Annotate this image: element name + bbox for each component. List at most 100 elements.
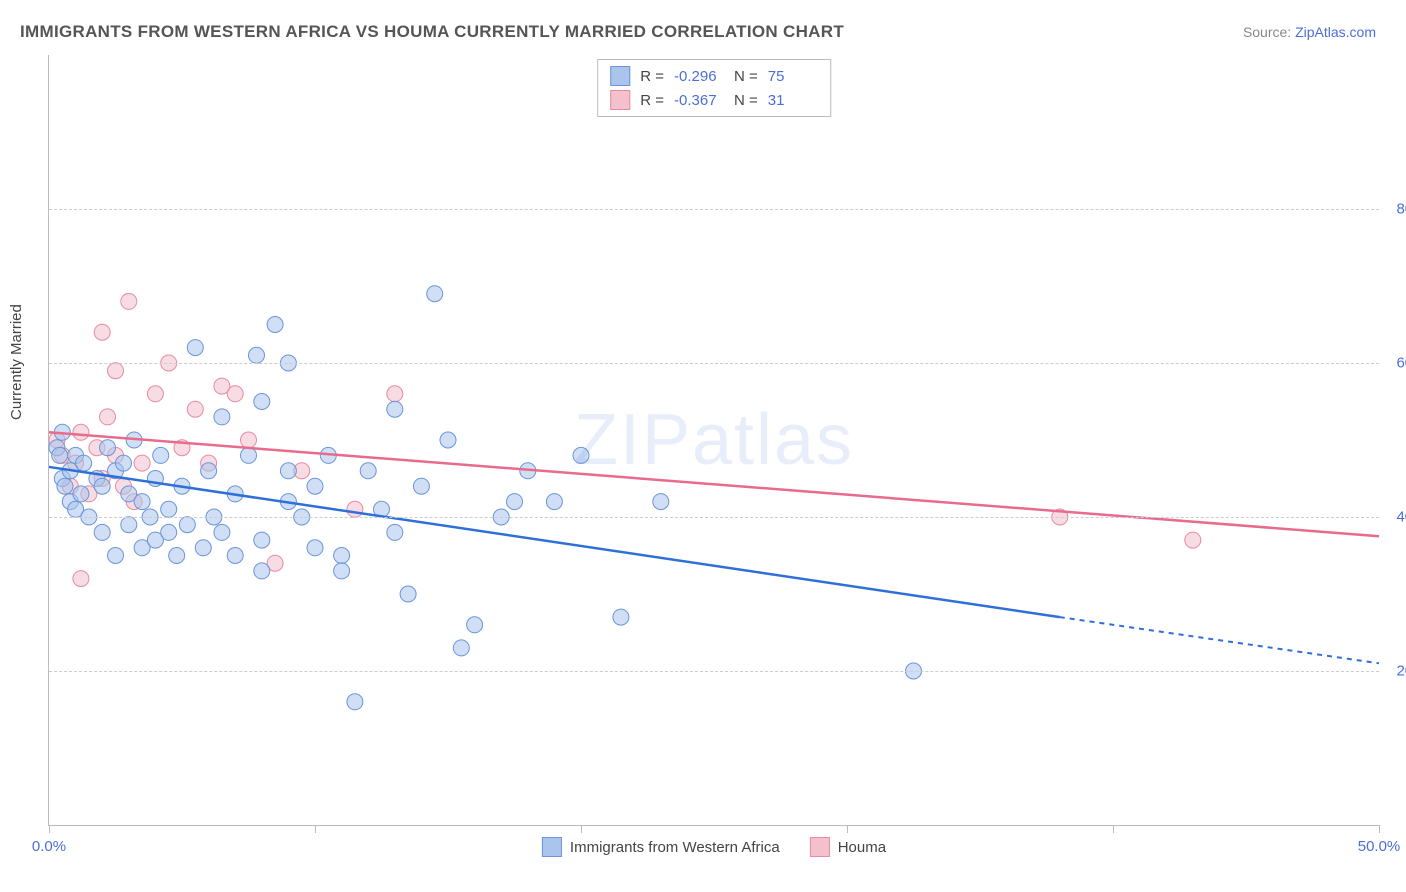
y-tick-label: 20.0% <box>1384 663 1406 680</box>
chart-plot-area: ZIPatlas R =-0.296N =75R =-0.367N =31 Im… <box>48 55 1379 826</box>
legend-stat-row: R = -0.296 N = 75 <box>610 64 818 88</box>
legend-series-box: Immigrants from Western Africa Houma <box>542 837 886 857</box>
scatter-point <box>187 401 203 417</box>
scatter-point <box>347 501 363 517</box>
grid-line <box>49 209 1379 210</box>
x-tick <box>847 825 848 833</box>
scatter-point <box>76 455 92 471</box>
scatter-point <box>248 347 264 363</box>
x-tick-label: 0.0% <box>32 838 66 855</box>
scatter-point <box>153 447 169 463</box>
scatter-point <box>307 478 323 494</box>
legend-swatch <box>542 837 562 857</box>
scatter-point <box>169 548 185 564</box>
scatter-point <box>108 363 124 379</box>
scatter-point <box>387 401 403 417</box>
legend-r-value: -0.296 <box>674 68 724 85</box>
legend-series-item: Houma <box>810 837 886 857</box>
scatter-svg <box>49 55 1379 825</box>
scatter-point <box>413 478 429 494</box>
scatter-point <box>179 517 195 533</box>
scatter-point <box>115 455 131 471</box>
legend-stats-box: R = -0.296 N = 75 R = -0.367 N = 31 <box>597 59 831 117</box>
y-tick-label: 40.0% <box>1384 509 1406 526</box>
legend-series-item: Immigrants from Western Africa <box>542 837 780 857</box>
scatter-point <box>241 447 257 463</box>
legend-series-name: Houma <box>838 839 886 856</box>
y-tick-label: 60.0% <box>1384 355 1406 372</box>
source-prefix: Source: <box>1243 24 1295 40</box>
x-tick-label: 50.0% <box>1358 838 1401 855</box>
scatter-point <box>214 409 230 425</box>
scatter-point <box>100 409 116 425</box>
scatter-point <box>214 524 230 540</box>
scatter-point <box>227 386 243 402</box>
scatter-point <box>100 440 116 456</box>
scatter-point <box>187 340 203 356</box>
scatter-point <box>334 548 350 564</box>
legend-r-label: R = <box>640 68 664 85</box>
scatter-point <box>427 286 443 302</box>
scatter-point <box>440 432 456 448</box>
grid-line <box>49 517 1379 518</box>
scatter-point <box>161 524 177 540</box>
scatter-point <box>573 447 589 463</box>
scatter-point <box>201 463 217 479</box>
legend-stat-row: R = -0.367 N = 31 <box>610 88 818 112</box>
y-tick-label: 80.0% <box>1384 201 1406 218</box>
scatter-point <box>453 640 469 656</box>
scatter-point <box>653 494 669 510</box>
scatter-point <box>254 394 270 410</box>
scatter-point <box>57 478 73 494</box>
scatter-point <box>94 524 110 540</box>
scatter-point <box>254 563 270 579</box>
scatter-point <box>73 486 89 502</box>
scatter-point <box>108 548 124 564</box>
x-tick <box>581 825 582 833</box>
scatter-point <box>467 617 483 633</box>
source-attribution: Source: ZipAtlas.com <box>1243 24 1376 40</box>
scatter-point <box>52 447 68 463</box>
scatter-point <box>267 317 283 333</box>
x-tick <box>1379 825 1380 833</box>
scatter-point <box>73 424 89 440</box>
grid-line <box>49 671 1379 672</box>
legend-swatch <box>810 837 830 857</box>
scatter-point <box>121 517 137 533</box>
scatter-point <box>241 432 257 448</box>
x-tick <box>1113 825 1114 833</box>
scatter-point <box>134 494 150 510</box>
scatter-point <box>507 494 523 510</box>
scatter-point <box>400 586 416 602</box>
scatter-point <box>227 548 243 564</box>
scatter-point <box>161 501 177 517</box>
x-tick <box>315 825 316 833</box>
scatter-point <box>94 324 110 340</box>
scatter-point <box>1185 532 1201 548</box>
scatter-point <box>134 455 150 471</box>
legend-swatch <box>610 90 630 110</box>
scatter-point <box>613 609 629 625</box>
legend-n-value: 75 <box>768 68 818 85</box>
scatter-point <box>195 540 211 556</box>
y-axis-label: Currently Married <box>8 304 25 420</box>
scatter-point <box>307 540 323 556</box>
scatter-point <box>73 571 89 587</box>
legend-swatch <box>610 66 630 86</box>
x-tick <box>49 825 50 833</box>
trend-line <box>49 432 1379 536</box>
scatter-point <box>94 478 110 494</box>
legend-n-label: N = <box>734 68 758 85</box>
source-link[interactable]: ZipAtlas.com <box>1295 24 1376 40</box>
trend-line-dashed <box>1060 617 1379 663</box>
legend-r-value: -0.367 <box>674 92 724 109</box>
scatter-point <box>546 494 562 510</box>
legend-series-name: Immigrants from Western Africa <box>570 839 780 856</box>
legend-n-label: N = <box>734 92 758 109</box>
scatter-point <box>254 532 270 548</box>
legend-r-label: R = <box>640 92 664 109</box>
scatter-point <box>147 386 163 402</box>
scatter-point <box>360 463 376 479</box>
legend-n-value: 31 <box>768 92 818 109</box>
grid-line <box>49 363 1379 364</box>
